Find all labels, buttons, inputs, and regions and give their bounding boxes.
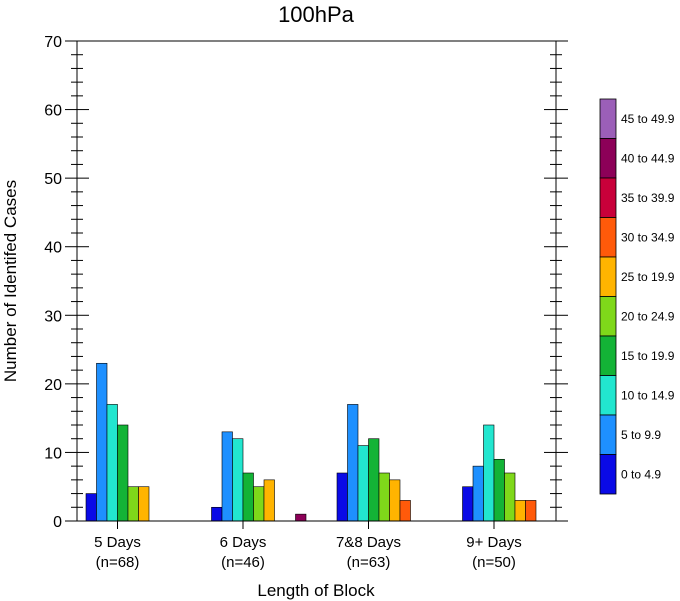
bar [117, 424, 129, 522]
y-tick-label: 50 [44, 171, 62, 188]
legend-swatch [599, 414, 617, 455]
legend-swatch [599, 256, 617, 297]
bar [211, 506, 223, 522]
bar [232, 438, 244, 522]
bar [138, 486, 150, 522]
legend-label: 40 to 44.9 [621, 151, 675, 165]
legend-swatch [599, 98, 617, 139]
bar [525, 500, 537, 522]
x-tick-count-label: (n=63) [347, 554, 391, 571]
x-tick-count-label: (n=46) [221, 554, 265, 571]
bar [85, 493, 97, 522]
legend-swatch [599, 454, 617, 495]
x-tick-label: 5 Days [94, 534, 141, 551]
bar [221, 431, 233, 522]
y-tick-label: 60 [44, 103, 62, 120]
y-tick-label: 40 [44, 240, 62, 257]
bar [295, 513, 307, 522]
bars-group [85, 362, 537, 522]
legend-label: 0 to 4.9 [621, 467, 661, 481]
legend-label: 15 to 19.9 [621, 349, 675, 363]
bar [483, 424, 495, 522]
x-tick-label: 6 Days [220, 534, 267, 551]
bar [336, 472, 348, 522]
legend-label: 45 to 49.9 [621, 112, 675, 126]
bar [368, 438, 380, 522]
y-tick-label: 70 [44, 34, 62, 51]
legend-swatch [599, 177, 617, 218]
bar [389, 479, 401, 522]
y-tick-label: 10 [44, 445, 62, 462]
bar [253, 486, 265, 522]
plot-frame [76, 40, 557, 522]
x-tick-count-label: (n=50) [472, 554, 516, 571]
bar [242, 472, 254, 522]
bar [514, 500, 526, 522]
bar [399, 500, 411, 522]
bar [378, 472, 390, 522]
y-tick-label: 20 [44, 377, 62, 394]
legend-swatch [599, 335, 617, 376]
legend-label: 20 to 24.9 [621, 309, 675, 323]
x-tick-label: 9+ Days [466, 534, 521, 551]
legend: 45 to 49.9 40 to 44.9 35 to 39.9 30 to 34.9… [599, 98, 675, 495]
bar [493, 458, 505, 522]
legend-label: 10 to 14.9 [621, 388, 675, 402]
bar [96, 362, 108, 522]
x-tick-label: 7&8 Days [336, 534, 401, 551]
bar [357, 445, 369, 522]
bar [472, 465, 484, 522]
x-tick-count-label: (n=68) [96, 554, 140, 571]
bar [462, 486, 474, 522]
legend-swatch [599, 296, 617, 337]
legend-label: 30 to 34.9 [621, 230, 675, 244]
y-tick-label: 0 [53, 514, 62, 531]
bar [106, 404, 118, 522]
bar [263, 479, 275, 522]
bar [347, 404, 359, 522]
bar [127, 486, 139, 522]
legend-swatch [599, 375, 617, 416]
legend-label: 5 to 9.9 [621, 428, 661, 442]
chart-title: 100hPa [278, 2, 355, 27]
bar [504, 472, 516, 522]
legend-swatch [599, 138, 617, 179]
legend-swatch [599, 217, 617, 258]
x-tick-labels-group: 5 Days (n=68) 6 Days (n=46) 7&8 Days (n=63) 9+… [94, 521, 522, 571]
y-axis-label: Number of Identifed Cases [1, 180, 20, 382]
x-axis-label: Length of Block [257, 581, 375, 600]
legend-label: 25 to 19.9 [621, 270, 675, 284]
ticks-group: 0 10 20 30 40 50 60 70 [44, 34, 568, 531]
legend-label: 35 to 39.9 [621, 191, 675, 205]
y-tick-label: 30 [44, 308, 62, 325]
